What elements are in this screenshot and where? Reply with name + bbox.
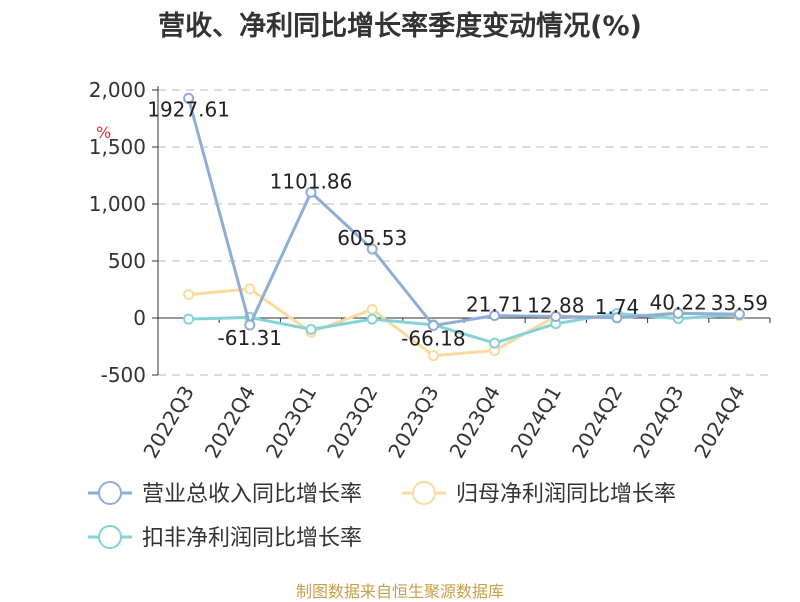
grid-layer — [158, 89, 770, 376]
x-tick-label: 2023Q4 — [444, 381, 504, 462]
source-note: 制图数据来自恒生聚源数据库 — [295, 582, 504, 601]
data-label: 605.53 — [337, 226, 407, 250]
data-point — [366, 243, 378, 255]
legend-item[interactable]: 扣非净利润同比增长率 — [88, 525, 362, 551]
data-point — [244, 283, 256, 295]
y-tick-label: -500 — [101, 363, 146, 387]
x-tick-label: 2024Q1 — [506, 382, 566, 463]
data-point — [672, 307, 684, 319]
data-label: 12.88 — [527, 294, 584, 318]
data-point — [550, 311, 562, 323]
x-tick-label: 2024Q3 — [628, 382, 688, 463]
data-label: 1101.86 — [270, 169, 353, 193]
legend-swatch-marker — [98, 481, 122, 505]
series-line — [187, 97, 740, 328]
y-tick-label: 1,500 — [89, 135, 146, 159]
legend-label: 营业总收入同比增长率 — [142, 482, 362, 507]
x-tick-label: 2024Q2 — [567, 382, 627, 463]
y-tick-label: 0 — [133, 306, 146, 330]
legend-item[interactable]: 归母净利润同比增长率 — [402, 481, 676, 507]
data-point — [366, 313, 378, 325]
data-point — [489, 310, 501, 322]
chart-title: 营收、净利同比增长率季度变动情况(%) — [158, 11, 642, 42]
legend-swatch-marker — [98, 525, 122, 549]
x-tick-label: 2023Q1 — [261, 382, 321, 463]
legend-label: 归母净利润同比增长率 — [456, 482, 676, 507]
x-tick-label: 2023Q3 — [383, 382, 443, 463]
series-layer — [183, 92, 745, 362]
data-point — [489, 337, 501, 349]
data-point — [305, 323, 317, 335]
data-point — [427, 350, 439, 362]
data-label: -66.18 — [401, 327, 465, 351]
data-point — [366, 303, 378, 315]
data-point — [305, 186, 317, 198]
x-tick-label: 2024Q4 — [689, 382, 749, 463]
data-point — [611, 312, 623, 324]
x-tick-label: 2023Q2 — [322, 382, 382, 463]
y-tick-label: 1,000 — [89, 192, 146, 216]
data-label: 33.59 — [711, 291, 768, 315]
data-point — [183, 313, 195, 325]
y-tick-label: 500 — [108, 249, 146, 273]
data-label: 1927.61 — [147, 97, 230, 121]
x-tick-label: 2022Q4 — [200, 382, 260, 463]
data-point — [427, 320, 439, 332]
legend-swatch-marker — [412, 481, 436, 505]
data-point — [183, 92, 195, 104]
y-axis-unit: % — [96, 123, 111, 142]
data-point — [244, 319, 256, 331]
legend-item[interactable]: 营业总收入同比增长率 — [88, 481, 362, 507]
data-label: -61.31 — [218, 326, 282, 350]
data-point — [733, 308, 745, 320]
data-label: 40.22 — [650, 290, 707, 314]
data-label: 21.71 — [466, 293, 523, 317]
x-tick-label: 2022Q3 — [138, 382, 198, 463]
data-point — [183, 289, 195, 301]
legend-label: 扣非净利润同比增长率 — [142, 526, 362, 551]
data-label: 1.74 — [595, 295, 640, 319]
y-tick-label: 2,000 — [89, 78, 146, 102]
